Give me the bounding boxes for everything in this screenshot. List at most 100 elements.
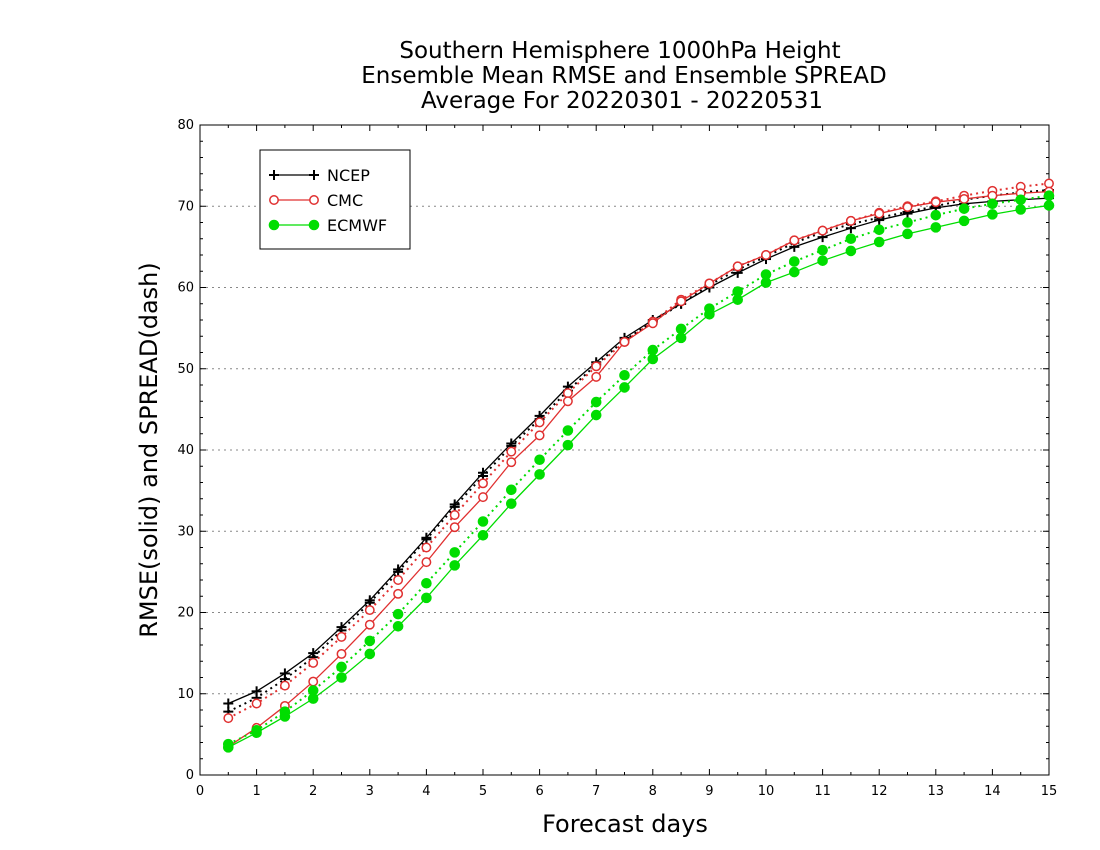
ecmwf-rmse-point — [307, 693, 319, 704]
cmc-spread-point — [336, 631, 347, 642]
y-axis: 0 10 20 30 40 50 60 70 80 — [177, 118, 1049, 783]
y-tick-label: 80 — [177, 118, 194, 133]
ecmwf-rmse-point — [619, 382, 630, 393]
ecmwf-rmse-point — [279, 711, 291, 722]
y-axis-label: RMSE(solid) and SPREAD(dash) — [135, 262, 163, 638]
ecmwf-spread-point — [789, 256, 800, 267]
x-tick-label: 0 — [196, 784, 204, 799]
cmc-rmse-point — [336, 648, 347, 659]
legend-label: CMC — [327, 191, 363, 210]
ecmwf-rmse-point — [421, 592, 432, 604]
x-axis: 0 1 2 3 4 5 6 7 8 9 10 11 12 13 14 15 — [196, 125, 1057, 799]
ecmwf-spread-point — [506, 484, 517, 496]
y-tick-label: 20 — [177, 606, 194, 621]
ecmwf-rmse-point — [817, 255, 828, 266]
ecmwf-spread-line — [227, 194, 1050, 746]
cmc-rmse-point — [789, 235, 800, 246]
ecmwf-spread-point — [336, 661, 347, 673]
ncep-rmse-point — [336, 622, 347, 633]
y-tick-label: 70 — [177, 199, 194, 214]
x-tick-label: 6 — [535, 784, 543, 799]
ecmwf-spread-point — [449, 547, 461, 558]
legend-label: NCEP — [327, 166, 370, 185]
ecmwf-rmse-point — [590, 409, 602, 421]
y-tick-label: 40 — [177, 443, 194, 458]
ecmwf-spread-point — [1043, 190, 1055, 201]
cmc-rmse-point — [308, 676, 319, 687]
ncep-rmse-point — [364, 595, 375, 606]
cmc-spread-point — [421, 542, 432, 553]
ecmwf-rmse-point — [223, 742, 234, 753]
x-tick-label: 8 — [649, 784, 657, 799]
x-tick-label: 12 — [871, 784, 888, 799]
ncep-rmse-point — [308, 648, 319, 659]
cmc-rmse-point — [902, 202, 913, 213]
cmc-rmse-point — [704, 278, 715, 289]
chart-title: Southern Hemisphere 1000hPa Height Ensem… — [361, 38, 886, 114]
title-line-2: Ensemble Mean RMSE and Ensemble SPREAD — [361, 63, 886, 89]
cmc-rmse-point — [562, 396, 573, 407]
ecmwf-rmse-point — [251, 727, 262, 739]
ecmwf-rmse-point — [930, 222, 942, 233]
cmc-spread-line — [227, 182, 1050, 720]
legend-marker — [268, 219, 280, 231]
series-layer — [223, 178, 1055, 753]
cmc-rmse-point — [506, 457, 517, 468]
grid-lines — [200, 205, 1049, 695]
cmc-spread-point — [279, 680, 290, 691]
y-tick-label: 60 — [177, 281, 194, 296]
ncep-rmse-point — [449, 499, 460, 510]
x-tick-label: 3 — [366, 784, 374, 799]
ncep-spread-line — [227, 189, 1050, 713]
ecmwf-spread-point — [562, 425, 574, 436]
y-tick-label: 0 — [186, 768, 194, 783]
ecmwf-spread-point — [619, 369, 630, 381]
ecmwf-rmse-point — [364, 648, 376, 660]
ecmwf-spread-point — [647, 344, 659, 356]
cmc-spread-point — [506, 446, 517, 457]
ecmwf-rmse-point — [506, 498, 517, 509]
ncep-rmse-point — [251, 686, 262, 697]
cmc-rmse-point — [874, 208, 885, 219]
x-tick-label: 10 — [758, 784, 775, 799]
cmc-rmse-point — [817, 225, 828, 236]
ecmwf-rmse-point — [1015, 204, 1027, 215]
cmc-spread-point — [1044, 178, 1054, 189]
ecmwf-rmse-point — [477, 530, 489, 541]
cmc-rmse-point — [732, 261, 743, 272]
cmc-spread-point — [251, 698, 262, 709]
title-line-1: Southern Hemisphere 1000hPa Height — [399, 38, 840, 64]
ncep-rmse-point — [223, 698, 234, 709]
x-tick-label: 2 — [309, 784, 317, 799]
legend-item-cmc: CMC — [269, 191, 363, 210]
x-axis-label: Forecast days — [542, 810, 708, 838]
ncep-rmse-line — [228, 197, 1050, 705]
ecmwf-rmse-point — [902, 228, 913, 240]
legend-item-ecmwf: ECMWF — [268, 216, 387, 235]
ecmwf-spread-point — [421, 577, 432, 589]
y-tick-label: 30 — [177, 524, 194, 539]
ecmwf-rmse-point — [392, 621, 404, 632]
x-tick-label: 5 — [479, 784, 487, 799]
cmc-spread-point — [364, 605, 375, 616]
ecmwf-spread-point — [902, 217, 913, 228]
cmc-rmse-point — [647, 318, 658, 329]
x-tick-label: 1 — [252, 784, 260, 799]
ecmwf-rmse-point — [704, 309, 715, 320]
ecmwf-rmse-point — [789, 266, 800, 278]
legend-marker — [309, 195, 319, 205]
y-tick-label: 50 — [177, 362, 194, 377]
legend-box — [259, 149, 411, 250]
cmc-rmse-line — [227, 190, 1050, 748]
ecmwf-rmse-point — [958, 215, 970, 227]
cmc-spread-point — [308, 657, 319, 668]
x-tick-label: 9 — [705, 784, 713, 799]
ecmwf-rmse-point — [845, 245, 857, 257]
legend-marker — [308, 219, 320, 231]
cmc-spread-point — [478, 478, 488, 489]
cmc-rmse-point — [393, 588, 404, 599]
y-tick-label: 10 — [177, 687, 194, 702]
ecmwf-rmse-point — [534, 469, 545, 480]
legend-marker — [309, 170, 319, 180]
